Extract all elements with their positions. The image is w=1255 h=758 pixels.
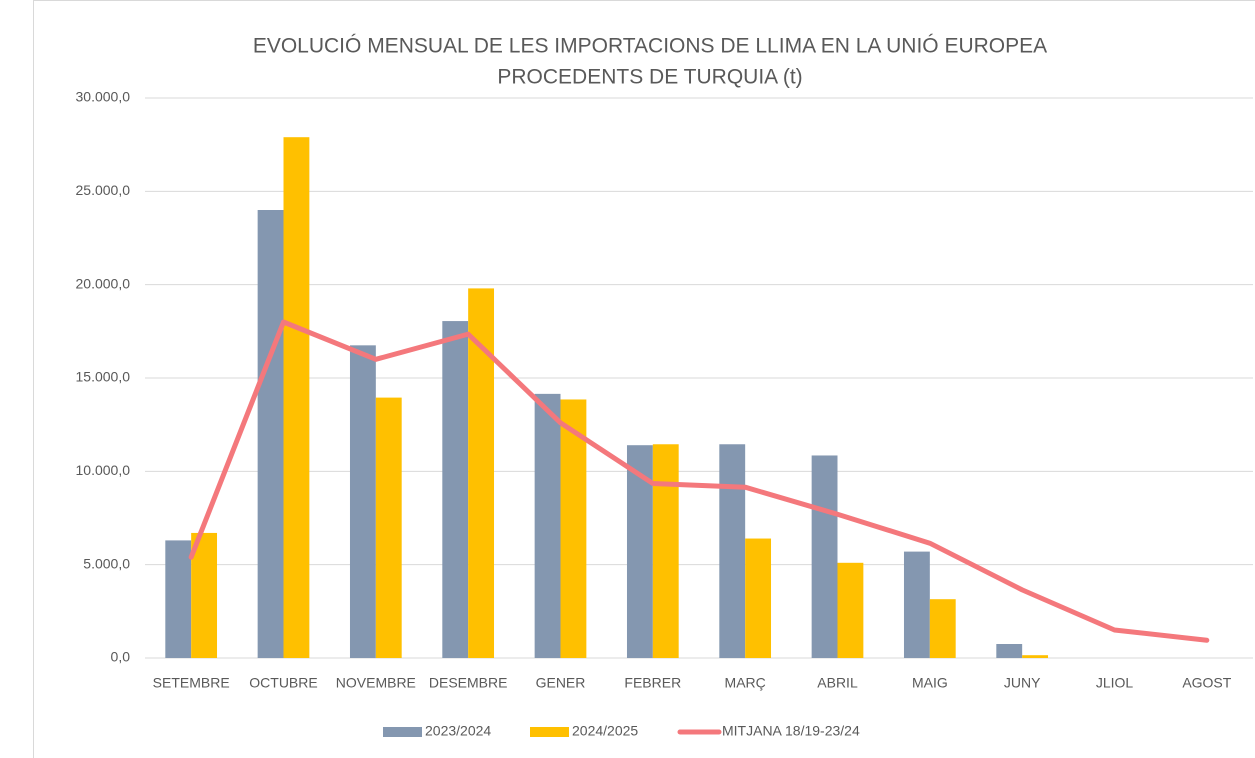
legend-label: MITJANA 18/19-23/24 [722, 723, 860, 739]
x-tick-label: DESEMBRE [429, 675, 508, 691]
bar [257, 210, 284, 658]
x-tick-label: JUNY [1004, 675, 1041, 691]
bar [442, 321, 469, 658]
bar [903, 551, 930, 658]
x-tick-label: MARÇ [725, 675, 766, 691]
chart-title: EVOLUCIÓ MENSUAL DE LES IMPORTACIONS DE … [253, 35, 1047, 58]
bar [996, 644, 1023, 658]
y-tick-label: 15.000,0 [76, 369, 131, 385]
x-tick-label: OCTUBRE [249, 675, 317, 691]
x-tick-label: JLIOL [1096, 675, 1134, 691]
legend-label: 2023/2024 [425, 723, 491, 739]
line [188, 319, 1210, 643]
chart-title: PROCEDENTS DE TURQUIA (t) [497, 66, 802, 89]
bar [375, 397, 402, 658]
x-tick-label: NOVEMBRE [336, 675, 416, 691]
bar [560, 399, 587, 658]
x-tick-label: GENER [536, 675, 586, 691]
bar [283, 137, 310, 658]
bar [534, 393, 561, 658]
y-tick-label: 10.000,0 [76, 462, 131, 478]
bar [165, 540, 192, 658]
bar [837, 562, 864, 658]
legend-swatch [383, 727, 422, 737]
x-tick-label: AGOST [1182, 675, 1231, 691]
y-tick-label: 20.000,0 [76, 275, 131, 291]
y-tick-label: 5.000,0 [83, 555, 130, 571]
x-tick-label: MAIG [912, 675, 948, 691]
legend-label: 2024/2025 [572, 723, 638, 739]
y-tick-label: 0,0 [111, 649, 131, 665]
bar [1022, 655, 1049, 658]
x-tick-label: SETEMBRE [153, 675, 230, 691]
x-tick-label: ABRIL [817, 675, 858, 691]
bar [929, 599, 956, 658]
bar [652, 444, 679, 658]
x-tick-label: FEBRER [624, 675, 681, 691]
bar [811, 455, 838, 658]
bar [349, 345, 376, 658]
y-tick-label: 30.000,0 [76, 89, 131, 105]
legend-swatch [530, 727, 569, 737]
bar [719, 444, 746, 658]
bar [745, 538, 772, 658]
bar [191, 532, 218, 658]
y-tick-label: 25.000,0 [76, 182, 131, 198]
